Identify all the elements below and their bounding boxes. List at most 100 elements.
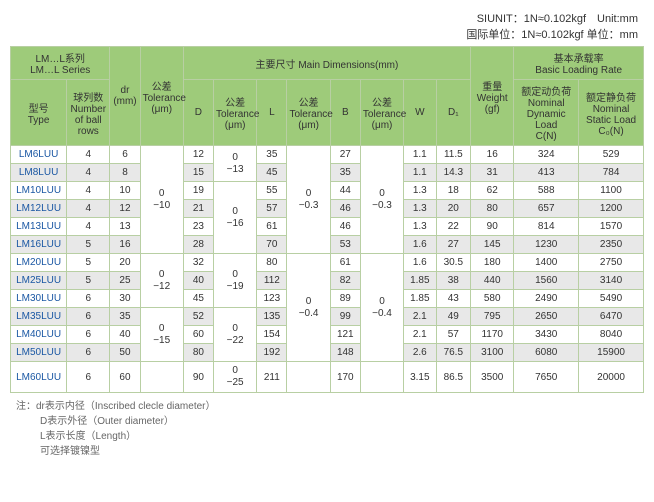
- cell-stat: 2750: [579, 254, 644, 272]
- cell-dyn: 2490: [514, 290, 579, 308]
- cell-tol-L-g1: 0−0.3: [287, 146, 330, 254]
- cell-stat: 784: [579, 164, 644, 182]
- cell-type: LM13LUU: [11, 218, 67, 236]
- cell-stat: 20000: [579, 362, 644, 393]
- cell-wt: 440: [471, 272, 514, 290]
- cell-tol-D-g3: 0−19: [214, 254, 257, 308]
- cell-balls: 4: [67, 200, 110, 218]
- cell-type: LM50LUU: [11, 344, 67, 362]
- cell-B: 27: [330, 146, 360, 164]
- cell-stat: 1100: [579, 182, 644, 200]
- cell-D: 80: [183, 344, 213, 362]
- cell-tol-dr-g2: 0−12: [140, 254, 183, 308]
- cell-B: 53: [330, 236, 360, 254]
- cell-dyn: 413: [514, 164, 579, 182]
- hdr-B: B: [330, 80, 360, 146]
- cell-L: 80: [257, 254, 287, 272]
- cell-L: 192: [257, 344, 287, 362]
- cell-D: 45: [183, 290, 213, 308]
- hdr-tol-L: 公差Tolerance(μm): [287, 80, 330, 146]
- cell-stat: 1570: [579, 218, 644, 236]
- cell-type: LM6LUU: [11, 146, 67, 164]
- cell-L: 35: [257, 146, 287, 164]
- cell-balls: 6: [67, 308, 110, 326]
- cell-B: 121: [330, 326, 360, 344]
- cell-W: 1.3: [404, 182, 436, 200]
- hdr-tol-D: 公差Tolerance(μm): [214, 80, 257, 146]
- cell-wt: 80: [471, 200, 514, 218]
- cell-wt: 62: [471, 182, 514, 200]
- cell-dyn: 1560: [514, 272, 579, 290]
- cell-W: 3.15: [404, 362, 436, 393]
- cell-type: LM16LUU: [11, 236, 67, 254]
- cell-wt: 1170: [471, 326, 514, 344]
- cell-balls: 6: [67, 362, 110, 393]
- cell-L: 112: [257, 272, 287, 290]
- cell-L: 211: [257, 362, 287, 393]
- cell-D1: 86.5: [436, 362, 471, 393]
- footer-notes: 注：dr表示内径（Inscribed clecle diameter） D表示外…: [10, 399, 644, 459]
- cell-type: LM8LUU: [11, 164, 67, 182]
- cell-W: 2.1: [404, 326, 436, 344]
- cell-W: 1.3: [404, 218, 436, 236]
- cell-wt: 145: [471, 236, 514, 254]
- cell-W: 1.85: [404, 290, 436, 308]
- cell-D1: 76.5: [436, 344, 471, 362]
- cell-W: 1.1: [404, 164, 436, 182]
- hdr-weight: 重量Weight(gf): [471, 47, 514, 146]
- cell-W: 1.85: [404, 272, 436, 290]
- hdr-type: 型号Type: [11, 80, 67, 146]
- cell-wt: 3500: [471, 362, 514, 393]
- cell-type: LM20LUU: [11, 254, 67, 272]
- cell-stat: 1200: [579, 200, 644, 218]
- footer-line: D表示外径（Outer diameter）: [16, 414, 644, 429]
- cell-D1: 27: [436, 236, 471, 254]
- cell-dyn: 7650: [514, 362, 579, 393]
- cell-stat: 8040: [579, 326, 644, 344]
- cell-dr: 60: [110, 362, 140, 393]
- cell-dr: 6: [110, 146, 140, 164]
- hdr-series: LM…L系列LM…L Series: [11, 47, 110, 80]
- cell-tol-dr-g3: 0−15: [140, 308, 183, 362]
- cell-D: 19: [183, 182, 213, 200]
- cell-wt: 3100: [471, 344, 514, 362]
- cell-B: 99: [330, 308, 360, 326]
- cell-balls: 4: [67, 182, 110, 200]
- cell-tol-B-g1: 0−0.3: [360, 146, 403, 254]
- cell-dr: 30: [110, 290, 140, 308]
- cell-tol-D-g1: 0−13: [214, 146, 257, 182]
- cell-dyn: 657: [514, 200, 579, 218]
- cell-dyn: 6080: [514, 344, 579, 362]
- cell-L: 45: [257, 164, 287, 182]
- cell-B: 170: [330, 362, 360, 393]
- cell-B: 82: [330, 272, 360, 290]
- cell-balls: 4: [67, 164, 110, 182]
- footer-line: 可选择镀镍型: [16, 444, 644, 459]
- cell-tol-B-g2: 0−0.4: [360, 254, 403, 362]
- table-row: LM60LUU 6 60 90 0−25 211 170 3.15 86.5 3…: [11, 362, 644, 393]
- cell-dyn: 814: [514, 218, 579, 236]
- cell-type: LM12LUU: [11, 200, 67, 218]
- cell-dr: 16: [110, 236, 140, 254]
- cell-balls: 5: [67, 272, 110, 290]
- cell-dr: 20: [110, 254, 140, 272]
- cell-D: 90: [183, 362, 213, 393]
- cell-balls: 5: [67, 254, 110, 272]
- cell-dr: 8: [110, 164, 140, 182]
- cell-L: 123: [257, 290, 287, 308]
- cell-tol-dr-g1: 0−10: [140, 146, 183, 254]
- cell-W: 1.3: [404, 200, 436, 218]
- cell-D: 15: [183, 164, 213, 182]
- cell-B: 46: [330, 200, 360, 218]
- cell-B: 61: [330, 254, 360, 272]
- hdr-D1: D₁: [436, 80, 471, 146]
- cell-dyn: 588: [514, 182, 579, 200]
- cell-stat: 5490: [579, 290, 644, 308]
- cell-D1: 38: [436, 272, 471, 290]
- hdr-dyn: 额定动负荷NominalDynamic LoadC(N): [514, 80, 579, 146]
- cell-D1: 43: [436, 290, 471, 308]
- cell-tol-D-g2: 0−16: [214, 182, 257, 254]
- cell-dr: 25: [110, 272, 140, 290]
- cell-D1: 18: [436, 182, 471, 200]
- cell-balls: 6: [67, 344, 110, 362]
